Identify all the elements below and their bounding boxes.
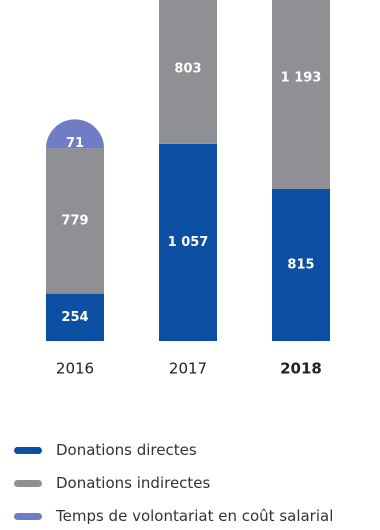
legend-swatch-donations-indirectes: [14, 479, 42, 487]
legend-item-donations-directes: Donations directes: [14, 440, 333, 460]
value-label-donations-directes-2018: 815: [287, 258, 314, 273]
legend-swatch-temps-volontariat: [14, 512, 42, 520]
value-label-donations-indirectes-2018: 1 193: [281, 70, 322, 85]
value-label-donations-directes-2016: 254: [61, 310, 88, 325]
value-label-donations-directes-2017: 1 057: [168, 235, 209, 250]
year-label-2018: 2018: [280, 360, 322, 378]
year-label-2017: 2017: [169, 360, 207, 378]
bar-donations-indirectes-2016: [46, 148, 104, 294]
legend-item-donations-indirectes: Donations indirectes: [14, 473, 333, 493]
legend: Donations directes Donations indirectes …: [14, 440, 333, 526]
legend-label-donations-directes: Donations directes: [56, 441, 197, 459]
legend-label-donations-indirectes: Donations indirectes: [56, 474, 211, 492]
bar-donations-directes-2017: [159, 143, 217, 341]
legend-label-temps-volontariat: Temps de volontariat en coût salarial: [56, 507, 334, 525]
legend-swatch-donations-directes: [14, 446, 42, 454]
bar-temps-de-volontariat-en-cout-salarial-2016: [46, 119, 104, 149]
bar-donations-directes-2018: [272, 189, 330, 341]
bar-donations-indirectes-2018: [272, 0, 330, 190]
value-label-donations-indirectes-2017: 803: [174, 61, 201, 76]
year-label-2016: 2016: [56, 360, 94, 378]
bar-donations-indirectes-2017: [159, 0, 217, 144]
value-label-temps-de-volontariat-en-cout-salarial-2016: 71: [66, 136, 84, 151]
legend-item-temps-volontariat: Temps de volontariat en coût salarial: [14, 506, 333, 526]
value-label-donations-indirectes-2016: 779: [61, 213, 88, 228]
bar-donations-directes-2016: [46, 293, 104, 341]
